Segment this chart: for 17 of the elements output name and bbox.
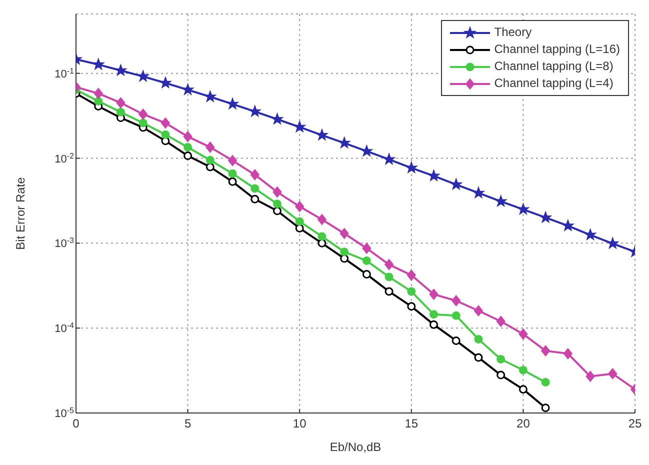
x-tick-label: 5 — [184, 416, 192, 431]
legend-label: Channel tapping (L=16) — [494, 41, 620, 58]
y-tick-label: 10$^{-3}$ — [54, 236, 75, 250]
y-tick-label: 10$^{-2}$ — [54, 150, 75, 166]
x-axis-title: Eb/No,dB — [330, 440, 382, 454]
legend-label: Channel tapping (L=4) — [494, 75, 614, 92]
x-tick-label: 25 — [628, 416, 642, 431]
x-tick-label: 10 — [292, 416, 307, 431]
x-tick-label: 0 — [72, 416, 80, 431]
y-tick-label: 10$^{-4}$ — [54, 320, 75, 336]
legend-label: Channel tapping (L=8) — [494, 58, 614, 75]
x-tick-label: 15 — [404, 416, 418, 431]
legend-label: Theory — [494, 24, 532, 41]
y-axis-title: Bit Error Rate — [13, 176, 28, 250]
y-tick-label: 10$^{-1}$ — [54, 66, 75, 80]
x-tick-label: 20 — [516, 416, 530, 431]
y-tick-label: 10$^{-5}$ — [54, 406, 75, 420]
